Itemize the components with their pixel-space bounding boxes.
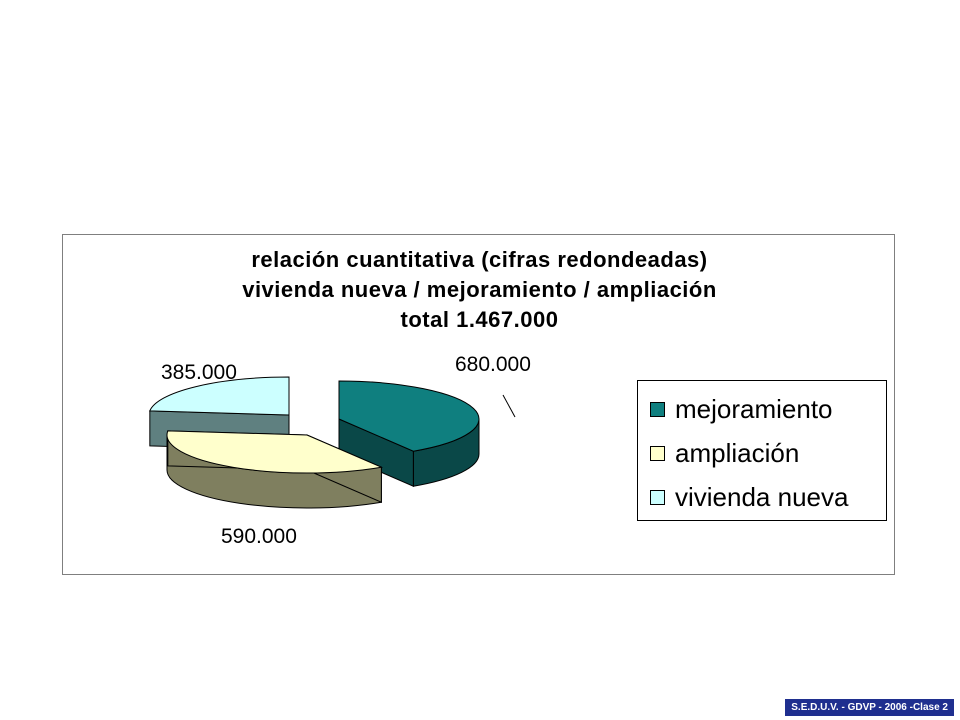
chart-title-line-2: vivienda nueva / mejoramiento / ampliaci… — [242, 277, 717, 302]
legend-label-ampliacion: ampliación — [675, 437, 800, 468]
pie-slice-mejoramiento — [338, 380, 480, 452]
legend-item-mejoramiento: mejoramiento — [650, 394, 833, 424]
legend-swatch-mejoramiento — [650, 401, 665, 417]
legend-swatch-ampliacion — [650, 445, 665, 461]
chart-legend: mejoramiento ampliación vivienda nueva — [637, 380, 887, 521]
chart-area: relación cuantitativa (cifras redondeada… — [62, 234, 895, 575]
footer-badge: S.E.D.U.V. - GDVP - 2006 -Clase 2 — [785, 699, 954, 716]
pie-plot — [149, 376, 516, 509]
data-label-vivienda-nueva: 385.000 — [161, 361, 237, 384]
legend-swatch-vivienda-nueva — [650, 489, 665, 505]
pie-slice-ampliacion — [166, 430, 384, 474]
leader-line-mejoramiento — [502, 394, 516, 418]
pie-slice-vivienda-nueva — [149, 376, 290, 416]
legend-label-vivienda-nueva: vivienda nueva — [675, 481, 849, 512]
legend-item-vivienda-nueva: vivienda nueva — [650, 482, 848, 512]
chart-title: relación cuantitativa (cifras redondeada… — [63, 245, 896, 335]
chart-title-line-3: total 1.467.000 — [400, 307, 559, 332]
data-label-ampliacion: 590.000 — [221, 525, 297, 548]
legend-label-mejoramiento: mejoramiento — [675, 393, 833, 424]
chart-title-line-1: relación cuantitativa (cifras redondeada… — [251, 247, 708, 272]
data-label-mejoramiento: 680.000 — [455, 353, 531, 376]
legend-item-ampliacion: ampliación — [650, 438, 799, 468]
